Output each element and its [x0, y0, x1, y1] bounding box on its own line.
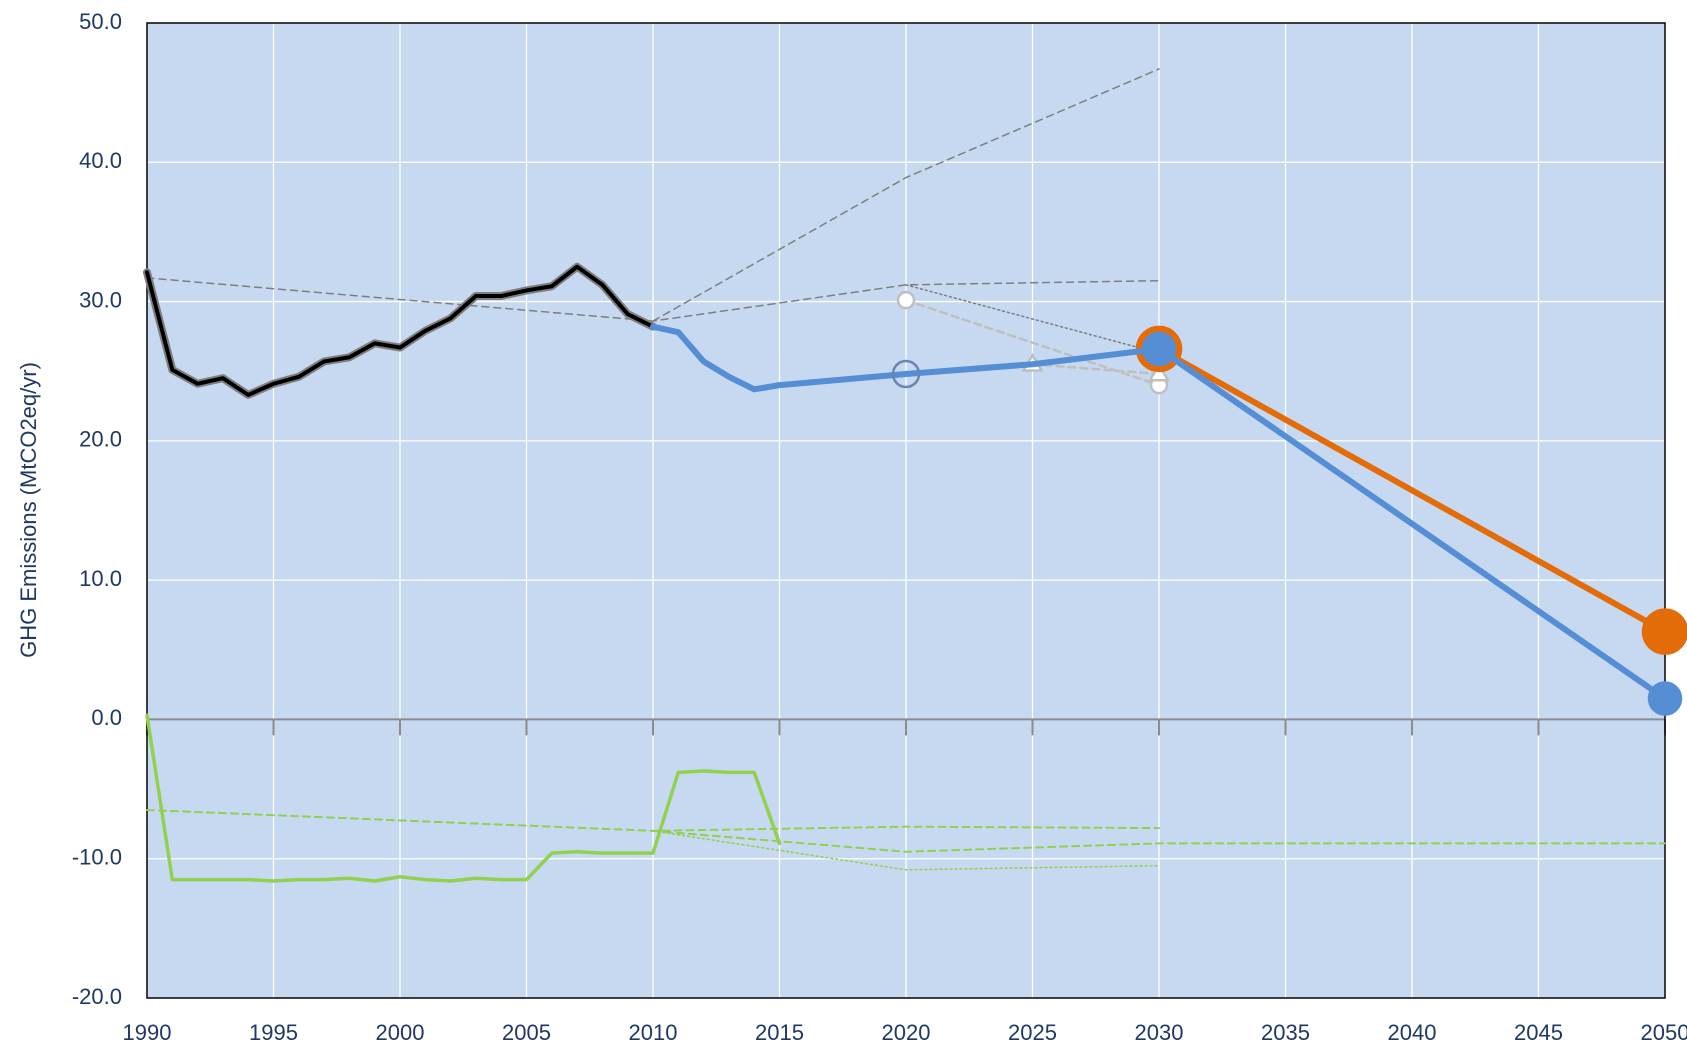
marker: [1647, 681, 1683, 716]
marker: [891, 359, 921, 389]
x-tick-label: 2050: [1641, 1020, 1687, 1043]
y-tick-label: -20.0: [72, 984, 122, 1009]
series-line: [1156, 345, 1668, 635]
series-line: [1031, 363, 1161, 376]
marker: [1641, 608, 1687, 655]
y-tick-label: 20.0: [79, 427, 122, 452]
x-tick-label: 2030: [1135, 1020, 1184, 1043]
marker: [1147, 362, 1171, 382]
x-tick-label: 2015: [755, 1020, 804, 1043]
marker: [1141, 331, 1177, 367]
plot-border: [146, 22, 1666, 999]
y-tick-label: 10.0: [79, 566, 122, 591]
series-line: [146, 277, 1160, 322]
x-tick-label: 1995: [249, 1020, 298, 1043]
y-tick-label: -10.0: [72, 845, 122, 870]
x-tick-label: 2035: [1261, 1020, 1310, 1043]
x-tick-label: 2020: [882, 1020, 931, 1043]
y-axis-title: GHG Emissions (MtCO2eq/yr): [16, 362, 41, 658]
y-tick-label: 0.0: [91, 705, 122, 730]
x-tick-label: 2045: [1514, 1020, 1563, 1043]
x-tick-label: 2005: [502, 1020, 551, 1043]
y-tick-label: 50.0: [79, 9, 122, 34]
x-tick-label: 2040: [1388, 1020, 1437, 1043]
series-line: [146, 808, 1160, 832]
x-tick-label: 2010: [629, 1020, 678, 1043]
series-line: [652, 830, 1160, 871]
series-line: [145, 264, 655, 397]
y-tick-label: 30.0: [79, 287, 122, 312]
series-line: [905, 284, 1160, 354]
series-line: [650, 323, 1668, 702]
marker: [896, 290, 916, 310]
x-tick-label: 2000: [376, 1020, 425, 1043]
series-line: [652, 68, 1160, 322]
x-tick-label: 2025: [1008, 1020, 1057, 1043]
x-tick-label: 1990: [123, 1020, 172, 1043]
y-tick-label: 40.0: [79, 148, 122, 173]
series-line: [145, 713, 782, 883]
